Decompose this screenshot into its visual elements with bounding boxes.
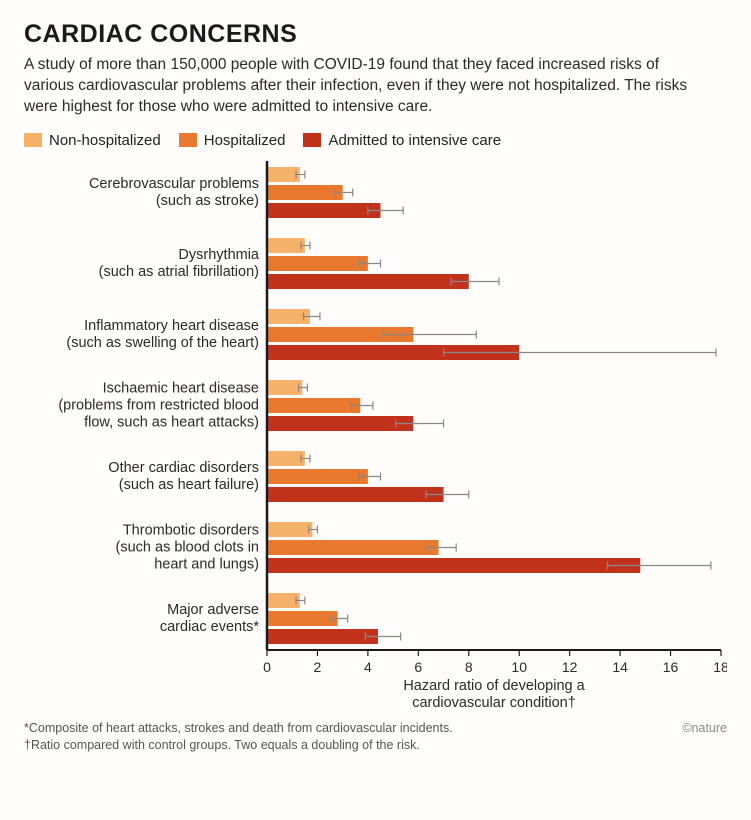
legend-item: Hospitalized	[179, 132, 286, 149]
legend-swatch	[179, 133, 197, 147]
bar	[267, 629, 378, 644]
category-label: flow, such as heart attacks)	[84, 414, 259, 430]
bar	[267, 167, 300, 182]
legend-label: Non-hospitalized	[49, 132, 161, 149]
footnote-1: *Composite of heart attacks, strokes and…	[24, 720, 727, 737]
legend-label: Admitted to intensive care	[328, 132, 501, 149]
svg-text:14: 14	[612, 659, 628, 675]
svg-text:18: 18	[713, 659, 727, 675]
legend-swatch	[24, 133, 42, 147]
legend-item: Non-hospitalized	[24, 132, 161, 149]
x-axis-label: cardiovascular condition†	[412, 695, 576, 710]
svg-text:16: 16	[663, 659, 679, 675]
category-label: heart and lungs)	[154, 556, 259, 572]
chart-svg: 024681012141618Cerebrovascular problems(…	[24, 161, 727, 710]
category-label: Cerebrovascular problems	[89, 176, 259, 192]
credit: ©nature	[682, 720, 727, 737]
legend-item: Admitted to intensive care	[303, 132, 501, 149]
category-label: (problems from restricted blood	[58, 397, 259, 413]
category-label: cardiac events*	[160, 619, 259, 635]
bar	[267, 611, 338, 626]
bar	[267, 522, 312, 537]
bar	[267, 203, 381, 218]
category-label: (such as atrial fibrillation)	[99, 264, 259, 280]
category-label: (such as heart failure)	[119, 477, 259, 493]
footnotes: ©nature *Composite of heart attacks, str…	[24, 720, 727, 754]
bar	[267, 416, 413, 431]
category-label: Other cardiac disorders	[108, 460, 259, 476]
chart-title: CARDIAC CONCERNS	[24, 20, 727, 49]
bar	[267, 558, 640, 573]
svg-text:6: 6	[414, 659, 422, 675]
bar	[267, 274, 469, 289]
svg-text:0: 0	[263, 659, 271, 675]
bar	[267, 593, 300, 608]
category-label: Inflammatory heart disease	[84, 318, 259, 334]
svg-text:2: 2	[314, 659, 322, 675]
bar	[267, 380, 302, 395]
chart: 024681012141618Cerebrovascular problems(…	[24, 161, 727, 710]
svg-text:8: 8	[465, 659, 473, 675]
svg-text:12: 12	[562, 659, 578, 675]
bar	[267, 185, 343, 200]
x-axis-label: Hazard ratio of developing a	[403, 678, 585, 694]
bar	[267, 487, 444, 502]
category-label: (such as swelling of the heart)	[66, 335, 259, 351]
svg-text:10: 10	[511, 659, 527, 675]
bar	[267, 238, 305, 253]
bar	[267, 398, 360, 413]
category-label: (such as stroke)	[156, 193, 259, 209]
category-label: Major adverse	[167, 602, 259, 618]
bar	[267, 540, 439, 555]
category-label: Ischaemic heart disease	[103, 380, 259, 396]
svg-text:4: 4	[364, 659, 372, 675]
category-label: (such as blood clots in	[116, 539, 259, 555]
bar	[267, 469, 368, 484]
bar	[267, 256, 368, 271]
category-label: Thrombotic disorders	[123, 522, 259, 538]
bar	[267, 451, 305, 466]
chart-subtitle: A study of more than 150,000 people with…	[24, 55, 704, 118]
category-label: Dysrhythmia	[178, 247, 260, 263]
legend-label: Hospitalized	[204, 132, 286, 149]
legend-swatch	[303, 133, 321, 147]
footnote-2: †Ratio compared with control groups. Two…	[24, 737, 727, 754]
legend: Non-hospitalized Hospitalized Admitted to …	[24, 132, 727, 149]
